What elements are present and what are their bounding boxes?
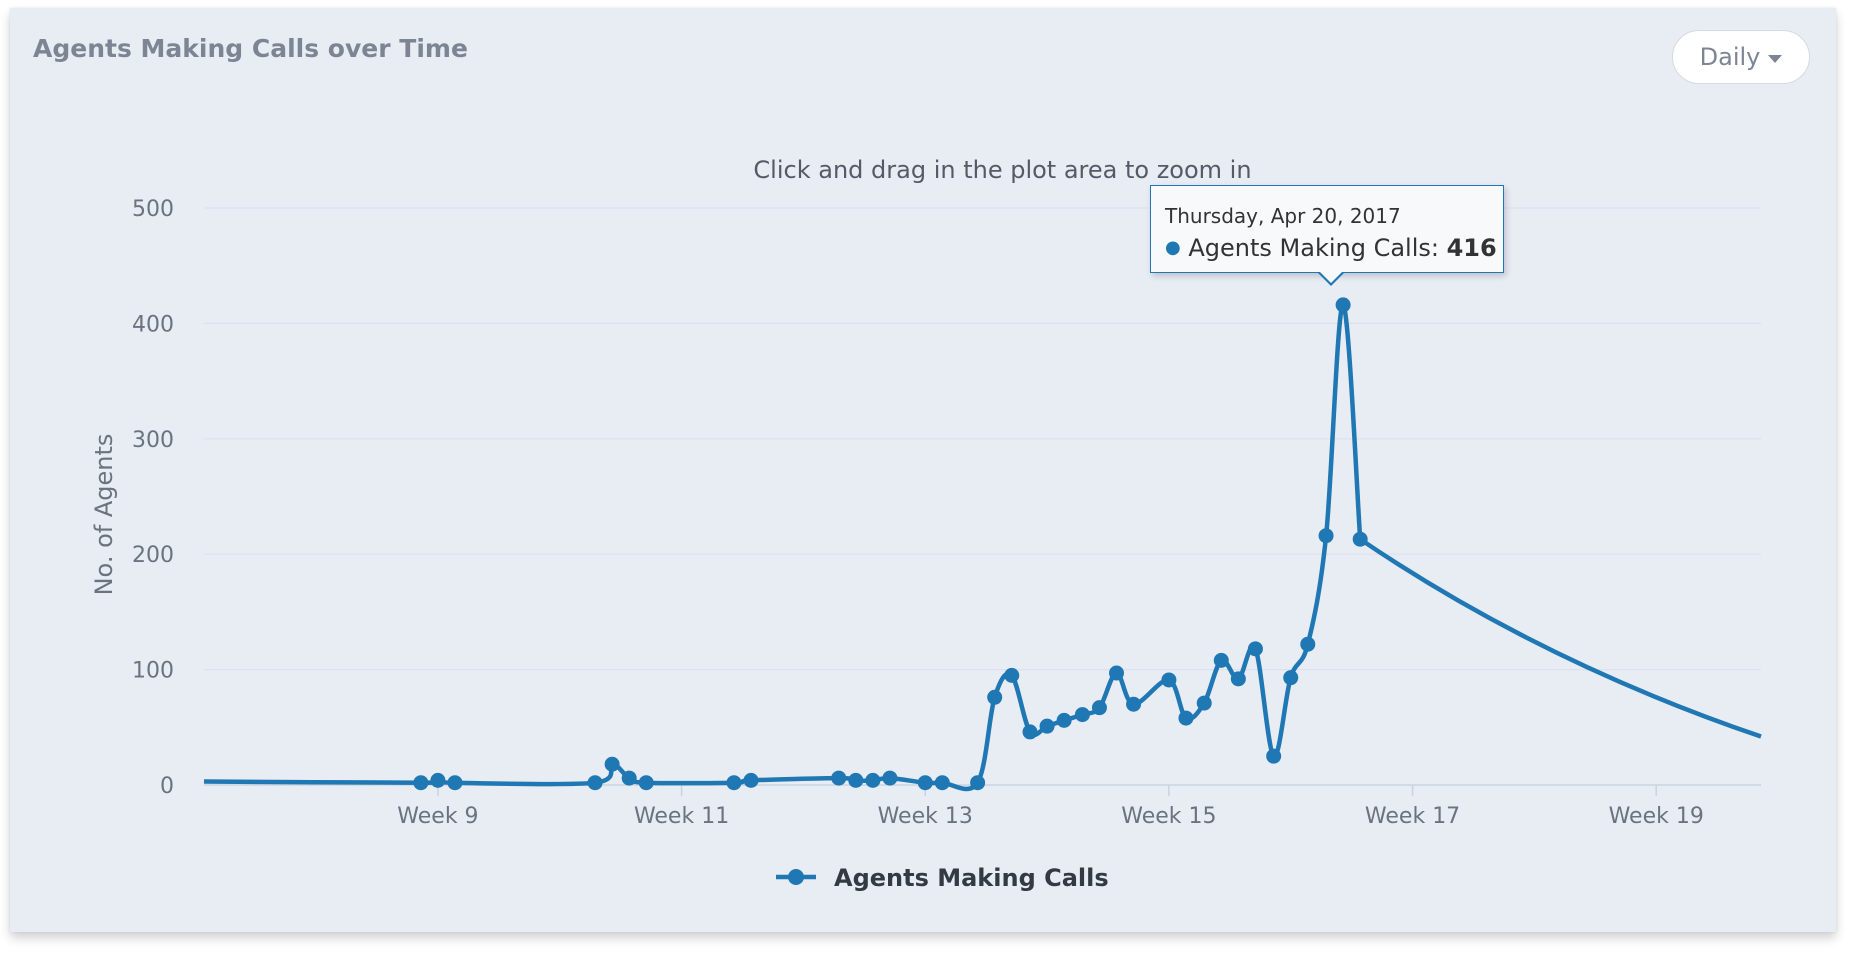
y-tick-label: 200 <box>132 543 174 568</box>
x-tick-label: Week 17 <box>1365 804 1460 829</box>
tooltip-date: Thursday, Apr 20, 2017 <box>1165 204 1401 228</box>
caret-down-icon <box>1768 55 1783 63</box>
x-tick-label: Week 11 <box>634 804 729 829</box>
data-point <box>917 775 933 791</box>
data-point <box>970 775 986 791</box>
y-tick-label: 0 <box>160 774 174 799</box>
data-point <box>587 775 603 791</box>
data-point <box>1161 672 1177 688</box>
x-tick-label: Week 15 <box>1121 804 1216 829</box>
y-axis-title: No. of Agents <box>90 434 118 596</box>
legend-marker-icon <box>788 869 804 885</box>
data-point <box>987 689 1003 705</box>
y-tick-label: 500 <box>132 197 174 222</box>
y-tick-label: 100 <box>132 659 174 684</box>
data-point <box>934 775 950 791</box>
daily-dropdown-button[interactable]: Daily <box>1672 30 1810 84</box>
data-point <box>1039 718 1055 734</box>
data-point <box>1091 700 1107 716</box>
data-point <box>726 775 742 791</box>
y-tick-label: 300 <box>132 428 174 453</box>
data-point <box>1213 652 1229 668</box>
tooltip-series-label: Agents Making Calls: <box>1188 234 1447 262</box>
chart-subtitle: Click and drag in the plot area to zoom … <box>753 156 1251 184</box>
legend-label[interactable]: Agents Making Calls <box>834 864 1109 892</box>
y-tick-label: 400 <box>132 312 174 337</box>
data-point <box>1352 531 1368 547</box>
x-tick-label: Week 9 <box>397 804 478 829</box>
tooltip-row: ● Agents Making Calls: 416 <box>1165 234 1497 262</box>
data-point <box>1300 636 1316 652</box>
data-point <box>447 775 463 791</box>
data-point <box>1178 710 1194 726</box>
data-point <box>831 770 847 786</box>
series-line-extension <box>1358 537 1762 739</box>
data-point <box>1056 712 1072 728</box>
chart-tooltip: Thursday, Apr 20, 2017 ● Agents Making C… <box>1150 185 1504 286</box>
data-point <box>621 770 637 786</box>
data-point <box>882 770 898 786</box>
x-tick-label: Week 13 <box>878 804 973 829</box>
tooltip-arrow-fill <box>1319 271 1343 283</box>
data-point <box>604 756 620 772</box>
data-point <box>1335 297 1351 313</box>
data-point <box>1126 696 1142 712</box>
data-point <box>848 772 864 788</box>
x-tick-label: Week 19 <box>1609 804 1704 829</box>
data-point <box>1283 670 1299 686</box>
tooltip-value: 416 <box>1446 234 1497 262</box>
data-point <box>1196 695 1212 711</box>
range-button-label: Daily <box>1699 43 1761 71</box>
card-title: Agents Making Calls over Time <box>33 34 468 63</box>
data-point <box>638 775 654 791</box>
data-point <box>413 775 429 791</box>
data-point <box>1230 671 1246 687</box>
data-point <box>1074 707 1090 723</box>
data-point <box>865 772 881 788</box>
data-point <box>1109 665 1125 681</box>
data-point <box>743 772 759 788</box>
data-point <box>1247 641 1263 657</box>
data-point <box>1318 528 1334 544</box>
tooltip-series-dot-icon: ● <box>1165 237 1181 258</box>
data-point <box>1004 667 1020 683</box>
data-point <box>1022 724 1038 740</box>
data-point <box>1266 748 1282 764</box>
data-point <box>430 772 446 788</box>
